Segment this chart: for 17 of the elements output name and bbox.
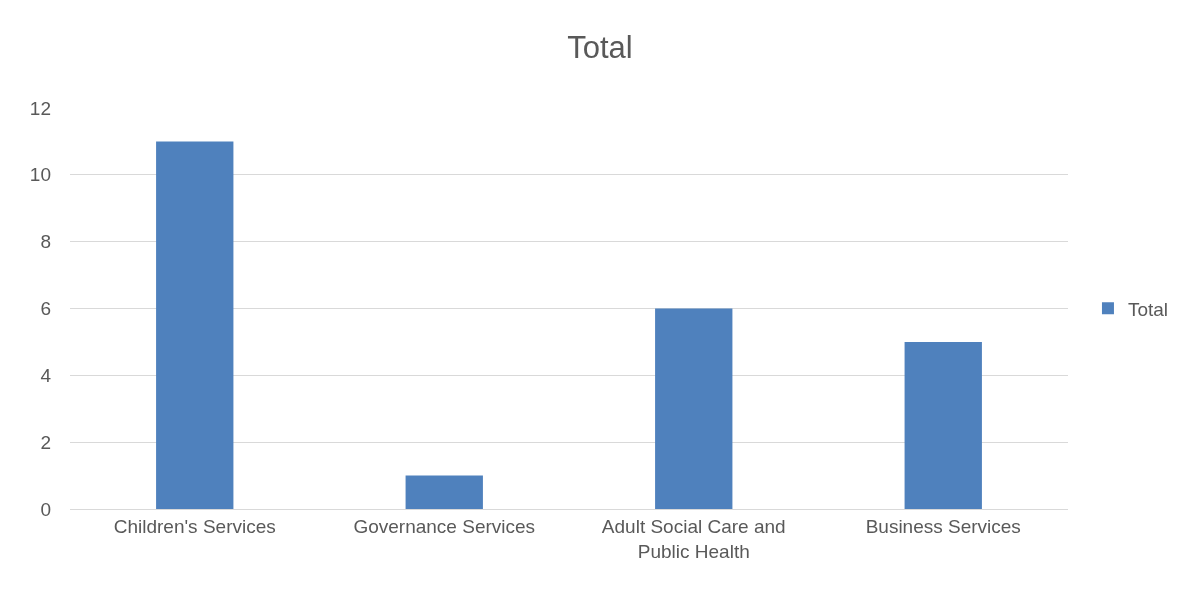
legend-label: Total [1127, 298, 1169, 320]
bar [405, 475, 483, 509]
y-tick-label: 2 [40, 431, 51, 453]
y-tick-label: 4 [40, 364, 52, 386]
y-tick-label: 12 [29, 97, 51, 119]
bar [156, 141, 234, 509]
x-tick-label: Adult Social Care and Public Health [601, 515, 786, 562]
chart-title: Total [567, 29, 633, 65]
y-tick-label: 6 [40, 298, 51, 320]
x-tick-label: Children's Services [113, 515, 276, 537]
bar [655, 308, 733, 509]
y-tick-label: 8 [40, 231, 51, 253]
y-tick-label: 10 [29, 164, 51, 186]
bar [904, 341, 982, 509]
y-tick-label: 0 [40, 498, 51, 520]
x-tick-label: Business Services [865, 515, 1021, 537]
x-tick-label: Governance Services [353, 515, 536, 537]
